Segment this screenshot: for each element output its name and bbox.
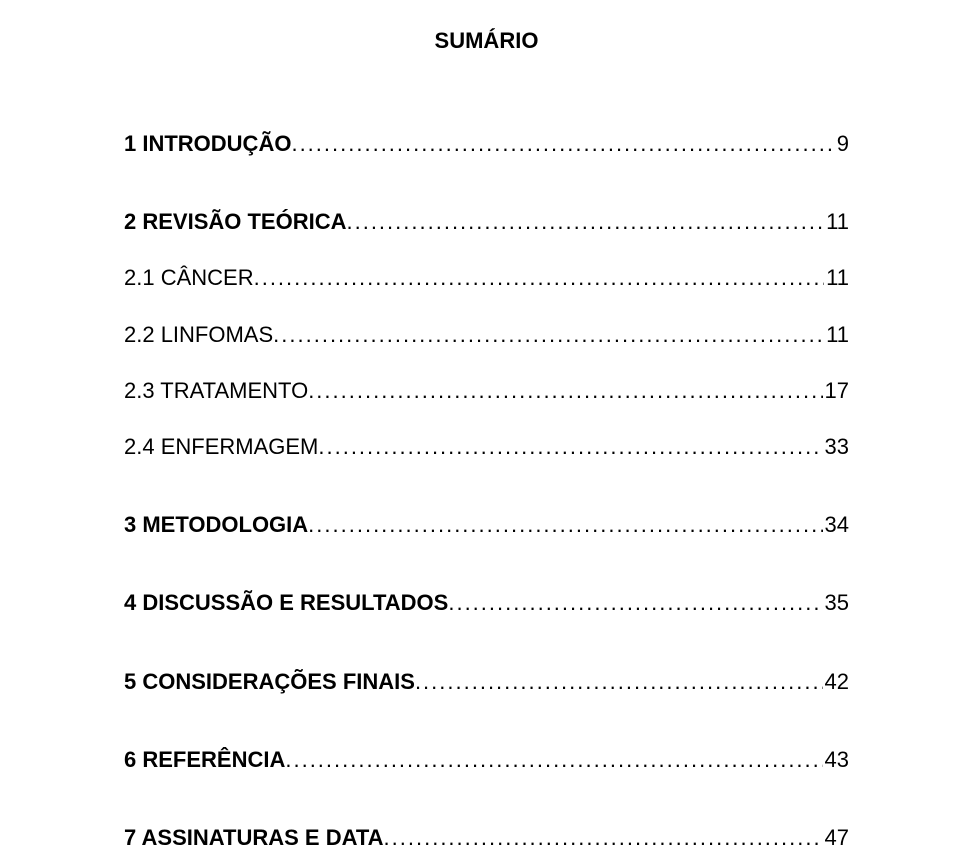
toc-group-gap bbox=[124, 804, 849, 826]
toc-entry-page: 34 bbox=[823, 513, 849, 537]
toc-entry: 3 METODOLOGIA 34 bbox=[124, 513, 849, 537]
toc-entry-page: 35 bbox=[823, 591, 849, 615]
toc-group-gap bbox=[124, 726, 849, 748]
toc-entry-page: 43 bbox=[823, 748, 849, 772]
toc-entry: 6 REFERÊNCIA 43 bbox=[124, 748, 849, 772]
toc-entry-label: 2.4 ENFERMAGEM bbox=[124, 435, 318, 459]
toc-entry-page: 11 bbox=[824, 210, 849, 234]
toc-leader-dots bbox=[308, 379, 822, 403]
toc-entry-page: 42 bbox=[823, 670, 849, 694]
toc-entry-page: 11 bbox=[824, 323, 849, 347]
toc-list: 1 INTRODUÇÃO92 REVISÃO TEÓRICA112.1 CÂNC… bbox=[124, 132, 849, 850]
toc-leader-dots bbox=[285, 748, 822, 772]
toc-group-gap bbox=[124, 648, 849, 670]
toc-entry: 1 INTRODUÇÃO 9 bbox=[124, 132, 849, 156]
page: SUMÁRIO 1 INTRODUÇÃO 9 2 REVISÃO TEÓRICA 11… bbox=[0, 0, 959, 795]
toc-leader-dots bbox=[415, 670, 823, 694]
toc-entry-page: 33 bbox=[823, 435, 849, 459]
toc-leader-dots bbox=[291, 132, 834, 156]
toc-title: SUMÁRIO bbox=[124, 28, 849, 54]
toc-group-gap bbox=[124, 188, 849, 210]
toc-entry-label: 4 DISCUSSÃO E RESULTADOS bbox=[124, 591, 448, 615]
toc-entry-label: 1 INTRODUÇÃO bbox=[124, 132, 291, 156]
toc-group-gap bbox=[124, 569, 849, 591]
toc-leader-dots bbox=[254, 266, 825, 290]
toc-entry-page: 9 bbox=[835, 132, 849, 156]
toc-entry: 2.3 TRATAMENTO 17 bbox=[124, 379, 849, 403]
toc-entry: 2 REVISÃO TEÓRICA 11 bbox=[124, 210, 849, 234]
toc-entry-page: 17 bbox=[823, 379, 849, 403]
toc-entry-label: 7 ASSINATURAS E DATA bbox=[124, 826, 384, 850]
toc-entry: 4 DISCUSSÃO E RESULTADOS 35 bbox=[124, 591, 849, 615]
toc-entry-label: 5 CONSIDERAÇÕES FINAIS bbox=[124, 670, 415, 694]
toc-leader-dots bbox=[346, 210, 824, 234]
toc-leader-dots bbox=[448, 591, 822, 615]
toc-entry-label: 6 REFERÊNCIA bbox=[124, 748, 285, 772]
toc-leader-dots bbox=[308, 513, 822, 537]
toc-entry-label: 2 REVISÃO TEÓRICA bbox=[124, 210, 346, 234]
toc-entry: 2.1 CÂNCER 11 bbox=[124, 266, 849, 290]
toc-entry: 5 CONSIDERAÇÕES FINAIS 42 bbox=[124, 670, 849, 694]
toc-entry-label: 2.3 TRATAMENTO bbox=[124, 379, 308, 403]
toc-entry-page: 11 bbox=[824, 266, 849, 290]
toc-leader-dots bbox=[273, 323, 824, 347]
toc-leader-dots bbox=[318, 435, 822, 459]
toc-entry-label: 3 METODOLOGIA bbox=[124, 513, 308, 537]
toc-entry-label: 2.1 CÂNCER bbox=[124, 266, 254, 290]
toc-entry-label: 2.2 LINFOMAS bbox=[124, 323, 273, 347]
toc-entry: 2.2 LINFOMAS 11 bbox=[124, 323, 849, 347]
toc-entry: 7 ASSINATURAS E DATA 47 bbox=[124, 826, 849, 850]
toc-leader-dots bbox=[384, 826, 823, 850]
toc-entry-page: 47 bbox=[823, 826, 849, 850]
toc-group-gap bbox=[124, 491, 849, 513]
toc-entry: 2.4 ENFERMAGEM 33 bbox=[124, 435, 849, 459]
